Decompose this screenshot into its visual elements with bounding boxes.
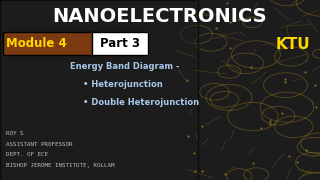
Text: • Heterojunction: • Heterojunction <box>83 80 163 89</box>
Text: NANOELECTRONICS: NANOELECTRONICS <box>53 7 267 26</box>
Text: ROY S: ROY S <box>6 131 24 136</box>
Text: Part 3: Part 3 <box>100 37 140 50</box>
Text: Energy Band Diagram -: Energy Band Diagram - <box>70 62 180 71</box>
FancyBboxPatch shape <box>92 31 148 55</box>
Text: • Double Heterojunction: • Double Heterojunction <box>83 98 199 107</box>
FancyBboxPatch shape <box>0 0 198 180</box>
Text: BISHOP JEROME INSTITUTE, KOLLAM: BISHOP JEROME INSTITUTE, KOLLAM <box>6 163 115 168</box>
Text: Module 4: Module 4 <box>6 37 67 50</box>
Text: KTU: KTU <box>276 37 310 52</box>
Text: DEPT. OF ECE: DEPT. OF ECE <box>6 152 48 157</box>
Text: ASSISTANT PROFESSOR: ASSISTANT PROFESSOR <box>6 142 73 147</box>
FancyBboxPatch shape <box>3 31 94 55</box>
